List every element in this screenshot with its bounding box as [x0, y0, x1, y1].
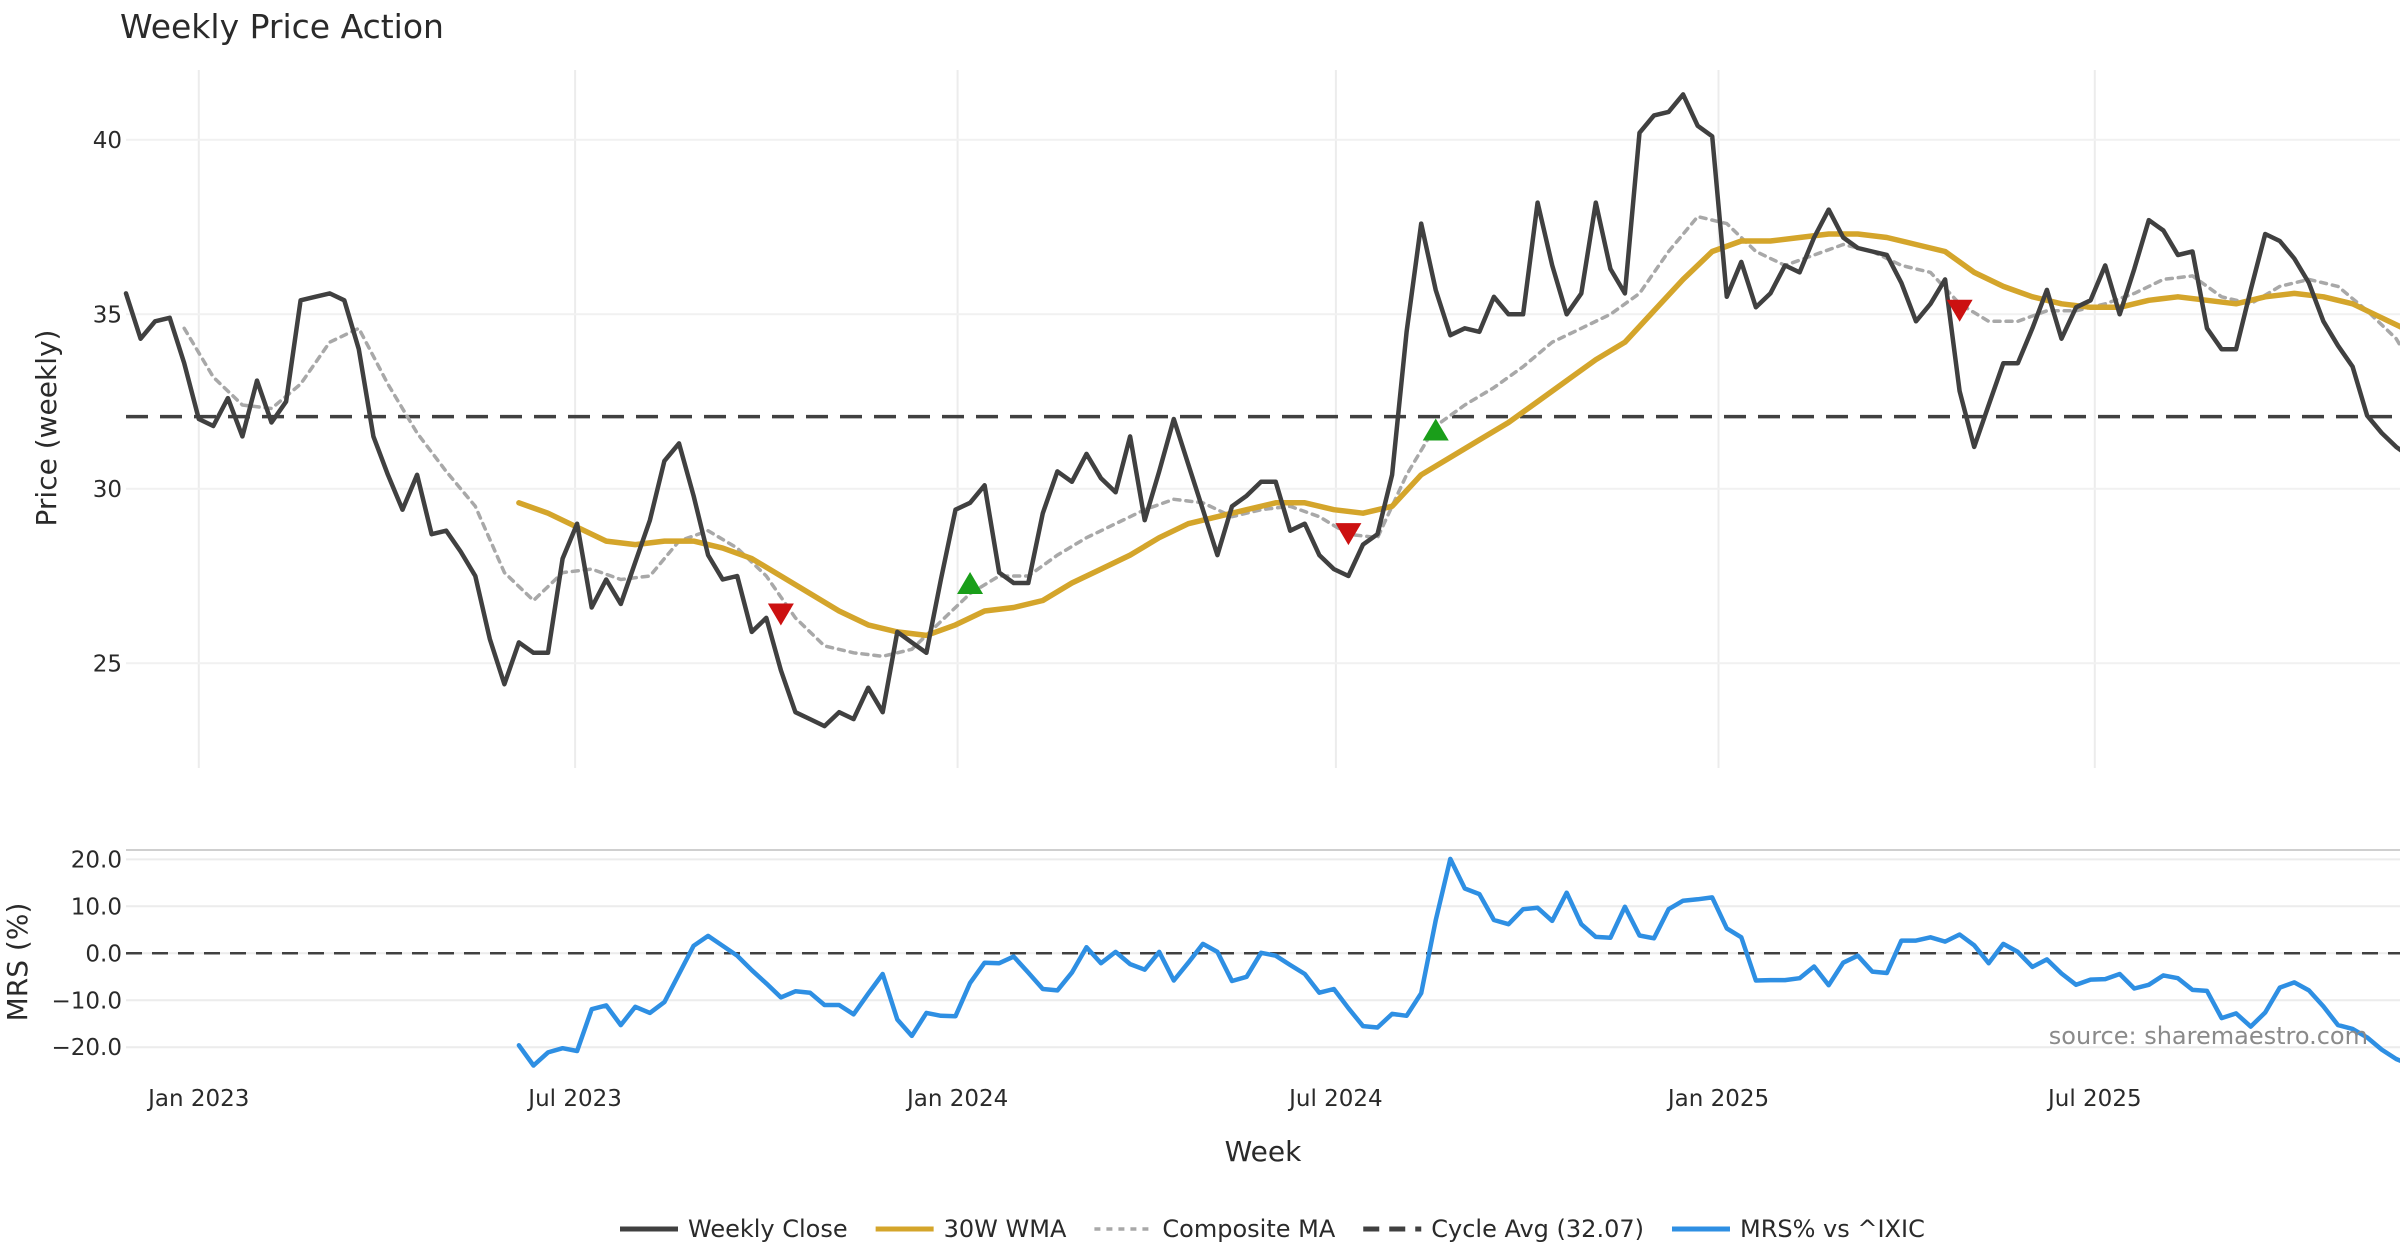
mrs-y-tick-labels: −20.0 −10.0 0.0 10.0 20.0: [52, 847, 122, 1061]
price-y-tick-label: 40: [93, 128, 122, 154]
buy-signal-marker: [1422, 418, 1449, 441]
legend-label: Weekly Close: [688, 1215, 848, 1243]
mrs-vs-ixic-series-line: [516, 856, 2400, 1068]
x-axis-title: Week: [1225, 1135, 1302, 1168]
x-tick-label: Jul 2024: [1287, 1086, 1383, 1112]
mrs-y-tick-label: 0.0: [85, 941, 122, 967]
mrs-y-axis-title: MRS (%): [1, 903, 34, 1022]
price-panel-grid: [126, 70, 2400, 768]
mrs-y-tick-label: −10.0: [52, 988, 122, 1014]
mrs-y-tick-label: 20.0: [71, 847, 122, 873]
weekly-close-series-line: [123, 92, 2400, 729]
x-tick-label: Jul 2025: [2046, 1086, 2142, 1112]
source-note: source: sharemaestro.com: [2049, 1022, 2368, 1050]
legend-label: Cycle Avg (32.07): [1431, 1215, 1644, 1243]
signal-markers: [767, 299, 1973, 626]
legend-label: 30W WMA: [944, 1215, 1067, 1243]
price-y-tick-label: 30: [93, 477, 122, 503]
legend: Weekly Close 30W WMA Composite MA Cycle Avg…: [620, 1215, 1925, 1243]
sell-signal-marker: [767, 603, 794, 626]
30w-wma-series-line: [516, 231, 2400, 639]
legend-label: Composite MA: [1162, 1215, 1335, 1243]
mrs-y-tick-label: −20.0: [52, 1035, 122, 1061]
mrs-y-tick-label: 10.0: [71, 894, 122, 920]
price-y-tick-labels: 25 30 35 40: [93, 128, 122, 677]
x-tick-label: Jan 2023: [146, 1086, 249, 1112]
legend-label: MRS% vs ^IXIC: [1740, 1215, 1925, 1243]
price-y-axis-title: Price (weekly): [30, 330, 63, 527]
x-tick-label: Jul 2023: [526, 1086, 622, 1112]
chart-title: Weekly Price Action: [120, 7, 444, 46]
price-y-tick-label: 25: [93, 651, 122, 677]
sell-signal-marker: [1946, 299, 1973, 322]
price-y-tick-label: 35: [93, 302, 122, 328]
sell-signal-marker: [1335, 523, 1362, 546]
series-layer: [123, 92, 2400, 1068]
x-tick-label: Jan 2025: [1666, 1086, 1769, 1112]
x-tick-label: Jan 2024: [905, 1086, 1008, 1112]
x-tick-labels: Jan 2023 Jul 2023 Jan 2024 Jul 2024 Jan 2025…: [146, 1086, 2141, 1112]
buy-signal-marker: [957, 572, 984, 595]
